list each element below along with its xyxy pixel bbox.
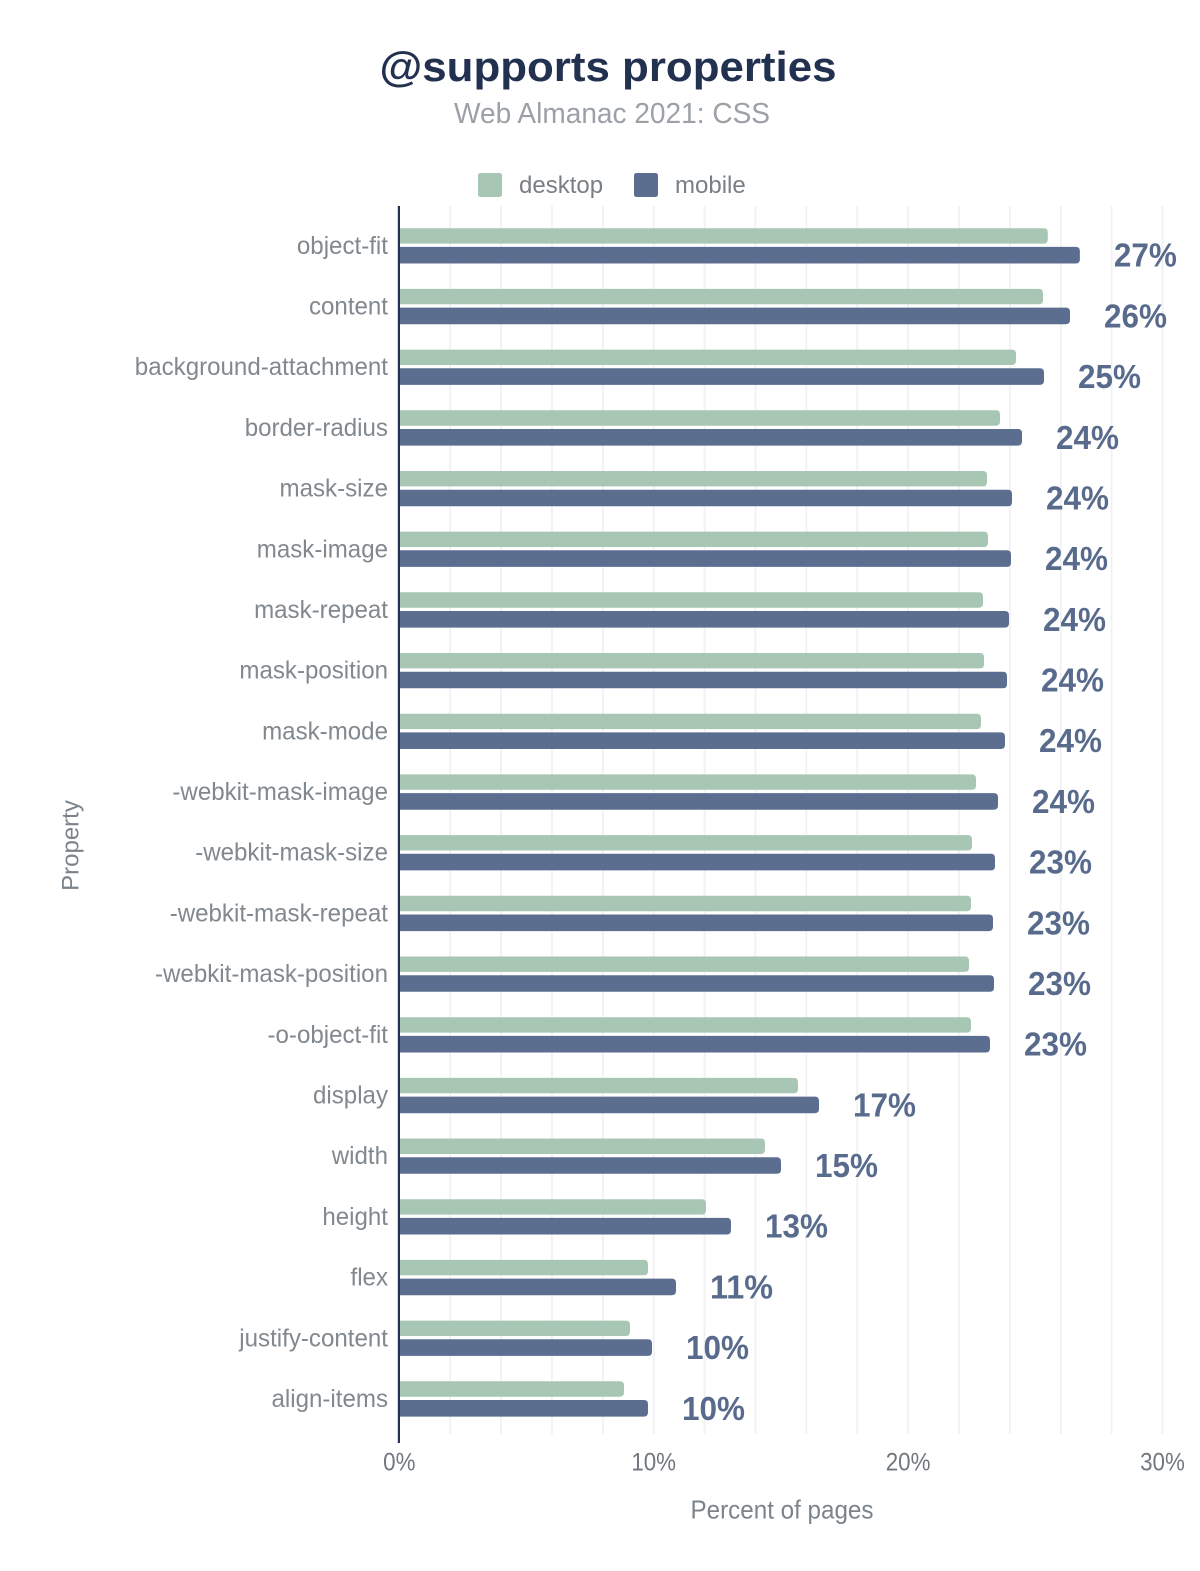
svg-text:27%: 27% [1114,237,1177,274]
svg-text:@supports properties: @supports properties [380,43,837,90]
svg-text:30%: 30% [1140,1449,1185,1477]
svg-text:24%: 24% [1039,722,1102,759]
svg-text:24%: 24% [1041,662,1104,699]
svg-text:24%: 24% [1056,419,1119,456]
svg-text:justify-content: justify-content [238,1324,388,1352]
svg-text:25%: 25% [1078,358,1141,395]
svg-text:11%: 11% [710,1268,773,1305]
svg-text:Web Almanac 2021: CSS: Web Almanac 2021: CSS [454,98,770,130]
svg-text:background-attachment: background-attachment [135,353,388,381]
svg-text:0%: 0% [383,1449,415,1477]
svg-text:Percent of pages: Percent of pages [691,1494,874,1524]
svg-text:object-fit: object-fit [297,232,388,260]
svg-text:-webkit-mask-position: -webkit-mask-position [155,960,388,988]
svg-text:10%: 10% [682,1390,745,1427]
svg-text:display: display [313,1082,388,1110]
svg-text:mask-mode: mask-mode [262,717,388,745]
svg-text:mask-size: mask-size [280,475,389,503]
svg-text:23%: 23% [1024,1026,1087,1063]
svg-text:width: width [331,1142,388,1170]
svg-text:border-radius: border-radius [245,414,388,442]
svg-text:mask-position: mask-position [239,657,388,685]
svg-text:-o-object-fit: -o-object-fit [268,1021,389,1049]
svg-text:20%: 20% [886,1449,931,1477]
svg-text:-webkit-mask-size: -webkit-mask-size [195,839,388,867]
svg-text:23%: 23% [1027,904,1090,941]
svg-text:13%: 13% [765,1208,828,1245]
svg-text:height: height [322,1203,388,1231]
svg-text:15%: 15% [815,1147,878,1184]
svg-text:24%: 24% [1046,480,1109,517]
svg-text:10%: 10% [631,1449,676,1477]
svg-text:-webkit-mask-image: -webkit-mask-image [172,778,388,806]
svg-text:24%: 24% [1045,540,1108,577]
svg-text:align-items: align-items [272,1385,389,1413]
svg-text:mobile: mobile [675,172,746,199]
svg-text:10%: 10% [686,1329,749,1366]
svg-text:mask-repeat: mask-repeat [254,596,388,624]
svg-text:content: content [309,293,388,321]
svg-text:desktop: desktop [519,172,603,199]
svg-text:17%: 17% [853,1086,916,1123]
svg-text:23%: 23% [1028,965,1091,1002]
svg-text:24%: 24% [1043,601,1106,638]
svg-text:-webkit-mask-repeat: -webkit-mask-repeat [170,899,388,927]
svg-text:flex: flex [351,1264,389,1292]
svg-text:mask-image: mask-image [257,535,388,563]
svg-text:26%: 26% [1104,297,1167,334]
svg-text:24%: 24% [1032,783,1095,820]
svg-text:Property: Property [58,800,85,891]
svg-text:23%: 23% [1029,844,1092,881]
